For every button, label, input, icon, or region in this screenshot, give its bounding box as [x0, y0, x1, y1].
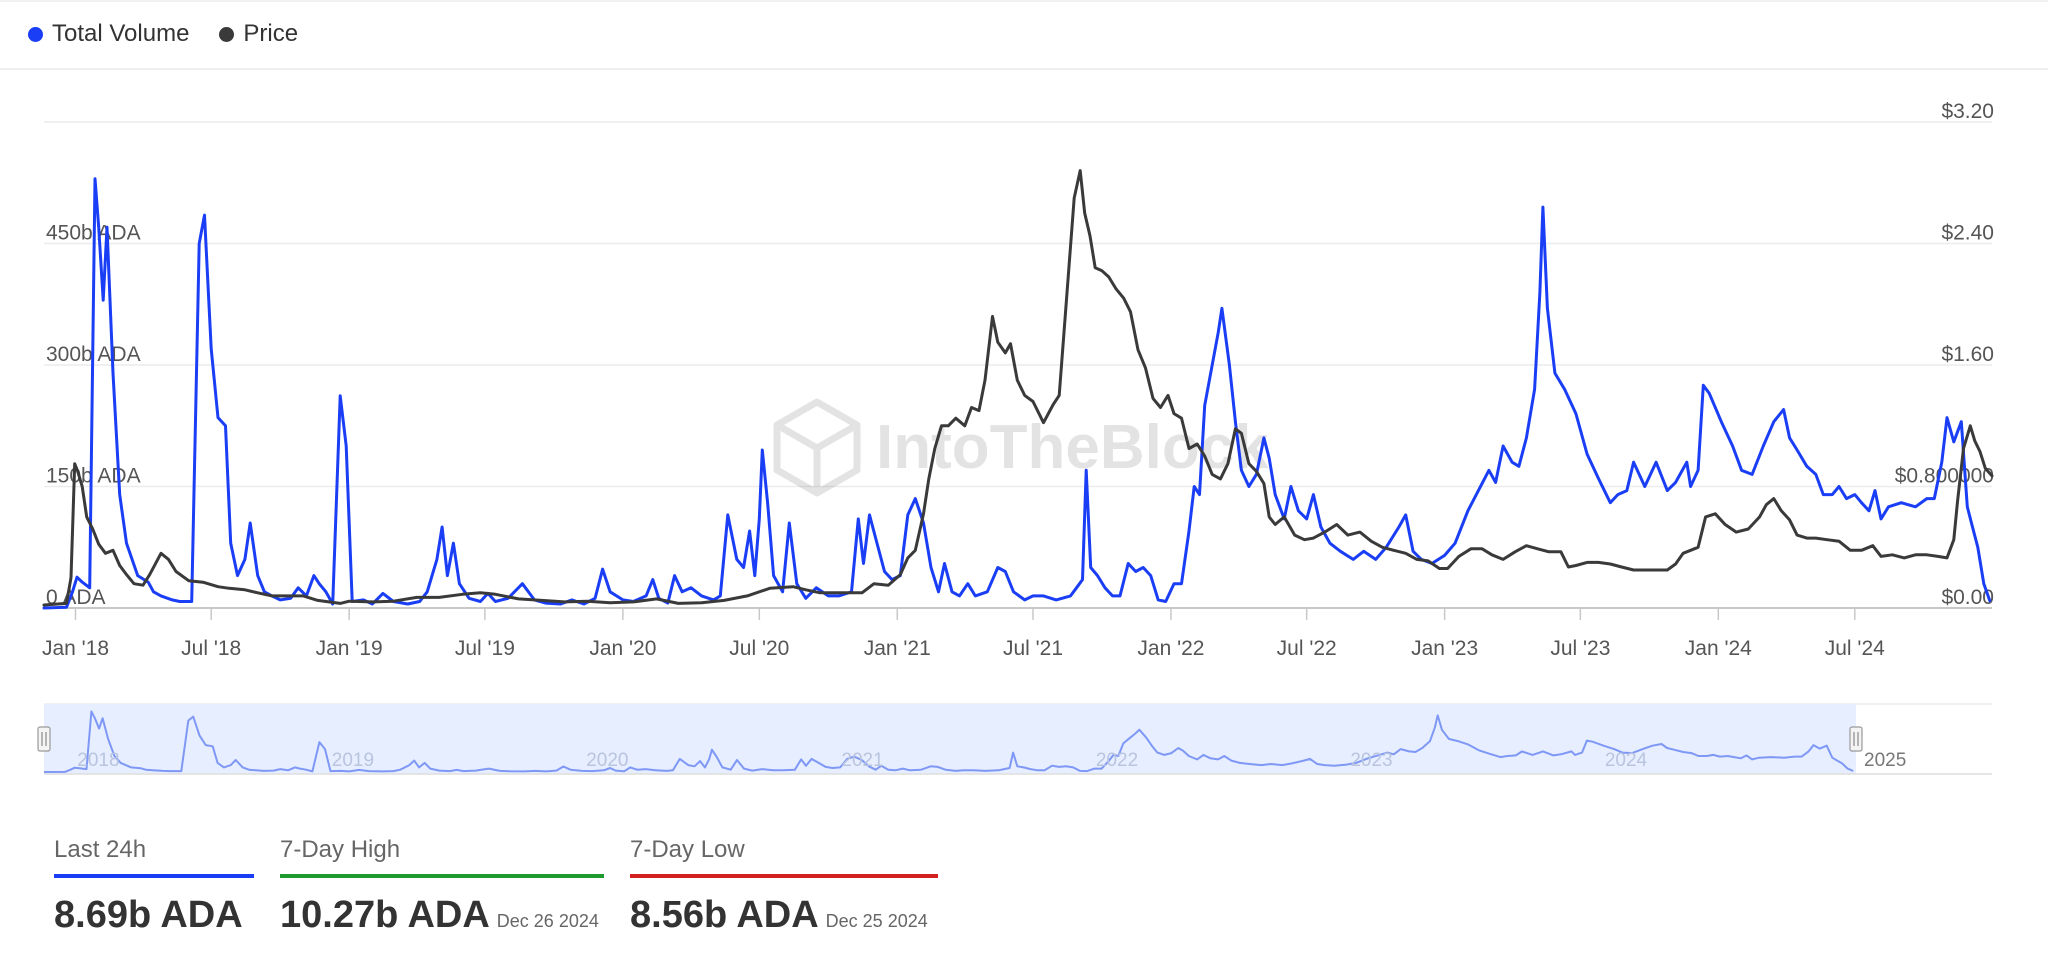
- x-tick-label: Jul '19: [455, 637, 515, 660]
- y-right-tick-label: $0.800000: [1895, 465, 1994, 488]
- legend-item-price[interactable]: Price: [219, 20, 298, 48]
- series-line-price: [42, 169, 1994, 607]
- x-tick-label: Jul '21: [1003, 637, 1063, 660]
- stats-panel: Last 24h 8.69b ADA 7-Day High 10.27b ADA…: [54, 830, 964, 937]
- navigator-volume-line: [43, 710, 1854, 773]
- navigator-year-label: 2021: [841, 750, 883, 771]
- stat-date: Dec 26 2024: [496, 911, 599, 931]
- navigator-year-label: 2020: [586, 750, 628, 771]
- legend-dot-price-icon: [219, 26, 235, 42]
- y-right-tick-label: $0.00: [1941, 586, 1994, 609]
- x-tick-label: Jul '22: [1277, 637, 1337, 660]
- stat-bar: [280, 874, 604, 878]
- y-right-tick-label: $2.40: [1941, 222, 1994, 245]
- range-navigator: 2018 2019 2020 2021 2022 2023 2024 2025: [37, 703, 1992, 775]
- navigator-selection: [44, 704, 1856, 774]
- legend-label-price: Price: [243, 20, 299, 47]
- stat-value: 10.27b ADA: [280, 894, 490, 936]
- x-tick-label: Jul '24: [1825, 637, 1885, 660]
- x-tick-label: Jul '20: [729, 637, 789, 660]
- stat-value: 8.69b ADA: [54, 894, 243, 936]
- navigator-left-handle[interactable]: [37, 726, 51, 752]
- x-tick-label: Jul '18: [181, 637, 241, 660]
- y-right-tick-label: $1.60: [1941, 343, 1994, 366]
- navigator-year-label: 2023: [1350, 750, 1392, 771]
- watermark: IntoTheBlock: [773, 398, 1269, 497]
- stat-bar: [54, 874, 254, 878]
- x-tick-label: Jan '24: [1685, 637, 1752, 660]
- legend-label-total-volume: Total Volume: [52, 20, 190, 47]
- x-tick-label: Jan '21: [864, 637, 931, 660]
- x-tick-label: Jan '22: [1137, 637, 1204, 660]
- navigator-year-label: 2019: [332, 750, 374, 771]
- y-axis-right: $0.00 $0.800000 $1.60 $2.40 $3.20: [1895, 100, 1994, 609]
- stat-bar: [630, 874, 938, 878]
- y-right-tick-label: $3.20: [1941, 100, 1994, 123]
- legend-item-total-volume[interactable]: Total Volume: [28, 20, 189, 48]
- handle-grip-icon: [37, 726, 51, 752]
- series-lines: [42, 169, 1994, 610]
- navigator-year-label: 2018: [77, 750, 119, 771]
- handle-grip-icon: [1849, 726, 1863, 752]
- navigator-year-label: 2025: [1864, 750, 1906, 771]
- stat-label: Last 24h: [54, 836, 147, 863]
- navigator-right-handle[interactable]: [1849, 726, 1863, 752]
- x-tick-label: Jan '19: [316, 637, 383, 660]
- stat-7-day-low: 7-Day Low 8.56b ADA Dec 25 2024: [630, 830, 938, 937]
- grid-lines: [44, 121, 1992, 609]
- x-tick-label: Jan '23: [1411, 637, 1478, 660]
- stat-label: 7-Day High: [280, 836, 401, 863]
- stat-date: Dec 25 2024: [825, 911, 928, 931]
- series-line-total-volume: [42, 177, 1992, 610]
- y-left-tick-label: 150b ADA: [46, 465, 141, 488]
- legend-divider: [0, 68, 2048, 70]
- x-tick-label: Jan '20: [589, 637, 656, 660]
- x-axis: Jan '18 Jul '18 Jan '19 Jul '19 Jan '20 Jul '…: [42, 608, 1885, 660]
- stat-last-24h: Last 24h 8.69b ADA: [54, 830, 254, 937]
- watermark-logo-icon: [773, 398, 861, 497]
- chart-legend: Total Volume Price: [28, 20, 298, 48]
- stat-label: 7-Day Low: [630, 836, 745, 863]
- stat-value: 8.56b ADA: [630, 894, 819, 936]
- x-tick-label: Jul '23: [1550, 637, 1610, 660]
- legend-dot-volume-icon: [28, 26, 43, 42]
- top-border: [0, 0, 2048, 2]
- navigator-year-label: 2022: [1096, 750, 1138, 771]
- navigator-year-label: 2024: [1605, 750, 1648, 771]
- x-tick-label: Jan '18: [42, 637, 109, 660]
- stat-7-day-high: 7-Day High 10.27b ADA Dec 26 2024: [280, 830, 604, 937]
